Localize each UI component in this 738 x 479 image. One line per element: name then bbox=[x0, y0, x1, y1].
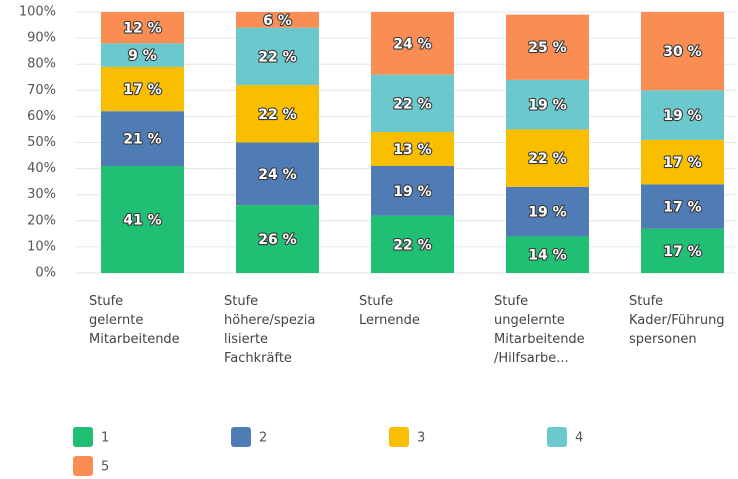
value-label: 30 % bbox=[663, 44, 701, 60]
y-tick-label: 40% bbox=[27, 161, 56, 176]
legend-swatch bbox=[73, 456, 93, 476]
y-tick-label: 0% bbox=[35, 266, 56, 281]
bar-segment bbox=[371, 74, 454, 133]
bar-segment bbox=[371, 165, 454, 216]
bar-segment bbox=[101, 43, 184, 67]
bar-segment bbox=[236, 85, 319, 143]
legend-swatch bbox=[547, 427, 567, 447]
value-label: 13 % bbox=[393, 142, 431, 158]
bar-segment bbox=[506, 129, 589, 187]
y-tick-label: 80% bbox=[27, 57, 56, 72]
bar-segment bbox=[371, 215, 454, 273]
value-label: 21 % bbox=[123, 132, 161, 148]
y-tick-label: 70% bbox=[27, 83, 56, 98]
x-tick-label: Stufe ungelernte Mitarbeitende /Hilfsarb… bbox=[494, 294, 585, 366]
y-tick-label: 60% bbox=[27, 109, 56, 124]
bar-segment bbox=[641, 139, 724, 185]
y-tick-label: 20% bbox=[27, 213, 56, 228]
bar-segment bbox=[371, 132, 454, 166]
bar-segment bbox=[101, 165, 184, 273]
x-tick-label: Stufe höhere/spezia lisierte Fachkräfte bbox=[224, 294, 316, 366]
bar-segment bbox=[506, 14, 589, 80]
bar-segment bbox=[641, 12, 724, 91]
value-label: 17 % bbox=[663, 199, 701, 215]
x-label-box: Stufe Kader/Führung spersonen bbox=[629, 294, 725, 347]
value-label: 41 % bbox=[123, 212, 161, 228]
bar-segment bbox=[101, 66, 184, 112]
bar-segment bbox=[641, 184, 724, 229]
bar-segment bbox=[101, 111, 184, 166]
bar-segment bbox=[101, 12, 184, 44]
bar-segment bbox=[236, 12, 319, 28]
value-label: 22 % bbox=[393, 237, 431, 253]
bar-segment bbox=[506, 186, 589, 237]
bar-segment bbox=[236, 142, 319, 206]
bar-segment bbox=[641, 90, 724, 140]
value-label: 6 % bbox=[263, 13, 292, 29]
value-label: 25 % bbox=[528, 40, 566, 56]
value-label: 26 % bbox=[258, 232, 296, 248]
bar-segment bbox=[641, 228, 724, 273]
value-label: 12 % bbox=[123, 21, 161, 37]
value-label: 19 % bbox=[393, 184, 431, 200]
y-tick-label: 10% bbox=[27, 239, 56, 254]
value-label: 22 % bbox=[393, 96, 431, 112]
value-label: 17 % bbox=[663, 155, 701, 171]
bar-segment bbox=[371, 12, 454, 75]
legend-label: 5 bbox=[101, 460, 109, 475]
value-label: 22 % bbox=[258, 49, 296, 65]
bar-segment bbox=[506, 79, 589, 130]
x-tick-label: Stufe Lernende bbox=[359, 294, 420, 328]
y-tick-label: 90% bbox=[27, 31, 56, 46]
x-tick-label: Stufe Kader/Führung spersonen bbox=[629, 294, 725, 347]
value-label: 19 % bbox=[528, 205, 566, 221]
legend-swatch bbox=[231, 427, 251, 447]
value-label: 22 % bbox=[258, 107, 296, 123]
x-tick-label: Stufe gelernte Mitarbeitende bbox=[89, 294, 180, 347]
value-label: 19 % bbox=[663, 108, 701, 124]
y-tick-label: 50% bbox=[27, 135, 56, 150]
value-label: 14 % bbox=[528, 248, 566, 264]
legend-label: 4 bbox=[575, 431, 583, 446]
x-label-box: Stufe Lernende bbox=[359, 294, 420, 328]
legend-swatch bbox=[389, 427, 409, 447]
x-label-box: Stufe gelernte Mitarbeitende bbox=[89, 294, 180, 347]
value-label: 24 % bbox=[393, 36, 431, 52]
x-label-box: Stufe höhere/spezia lisierte Fachkräfte bbox=[224, 294, 316, 366]
value-label: 24 % bbox=[258, 167, 296, 183]
bar-segment bbox=[236, 27, 319, 86]
value-label: 17 % bbox=[663, 244, 701, 260]
y-tick-label: 100% bbox=[19, 5, 56, 20]
value-label: 19 % bbox=[528, 98, 566, 114]
bar-segment bbox=[506, 236, 589, 273]
value-label: 22 % bbox=[528, 151, 566, 167]
value-label: 9 % bbox=[128, 48, 157, 64]
y-tick-label: 30% bbox=[27, 187, 56, 202]
legend-label: 1 bbox=[101, 431, 109, 446]
value-label: 17 % bbox=[123, 82, 161, 98]
legend-label: 3 bbox=[417, 431, 425, 446]
x-label-box: Stufe ungelernte Mitarbeitende /Hilfsarb… bbox=[494, 294, 585, 366]
bar-segment bbox=[236, 205, 319, 273]
legend-swatch bbox=[73, 427, 93, 447]
legend-label: 2 bbox=[259, 431, 267, 446]
